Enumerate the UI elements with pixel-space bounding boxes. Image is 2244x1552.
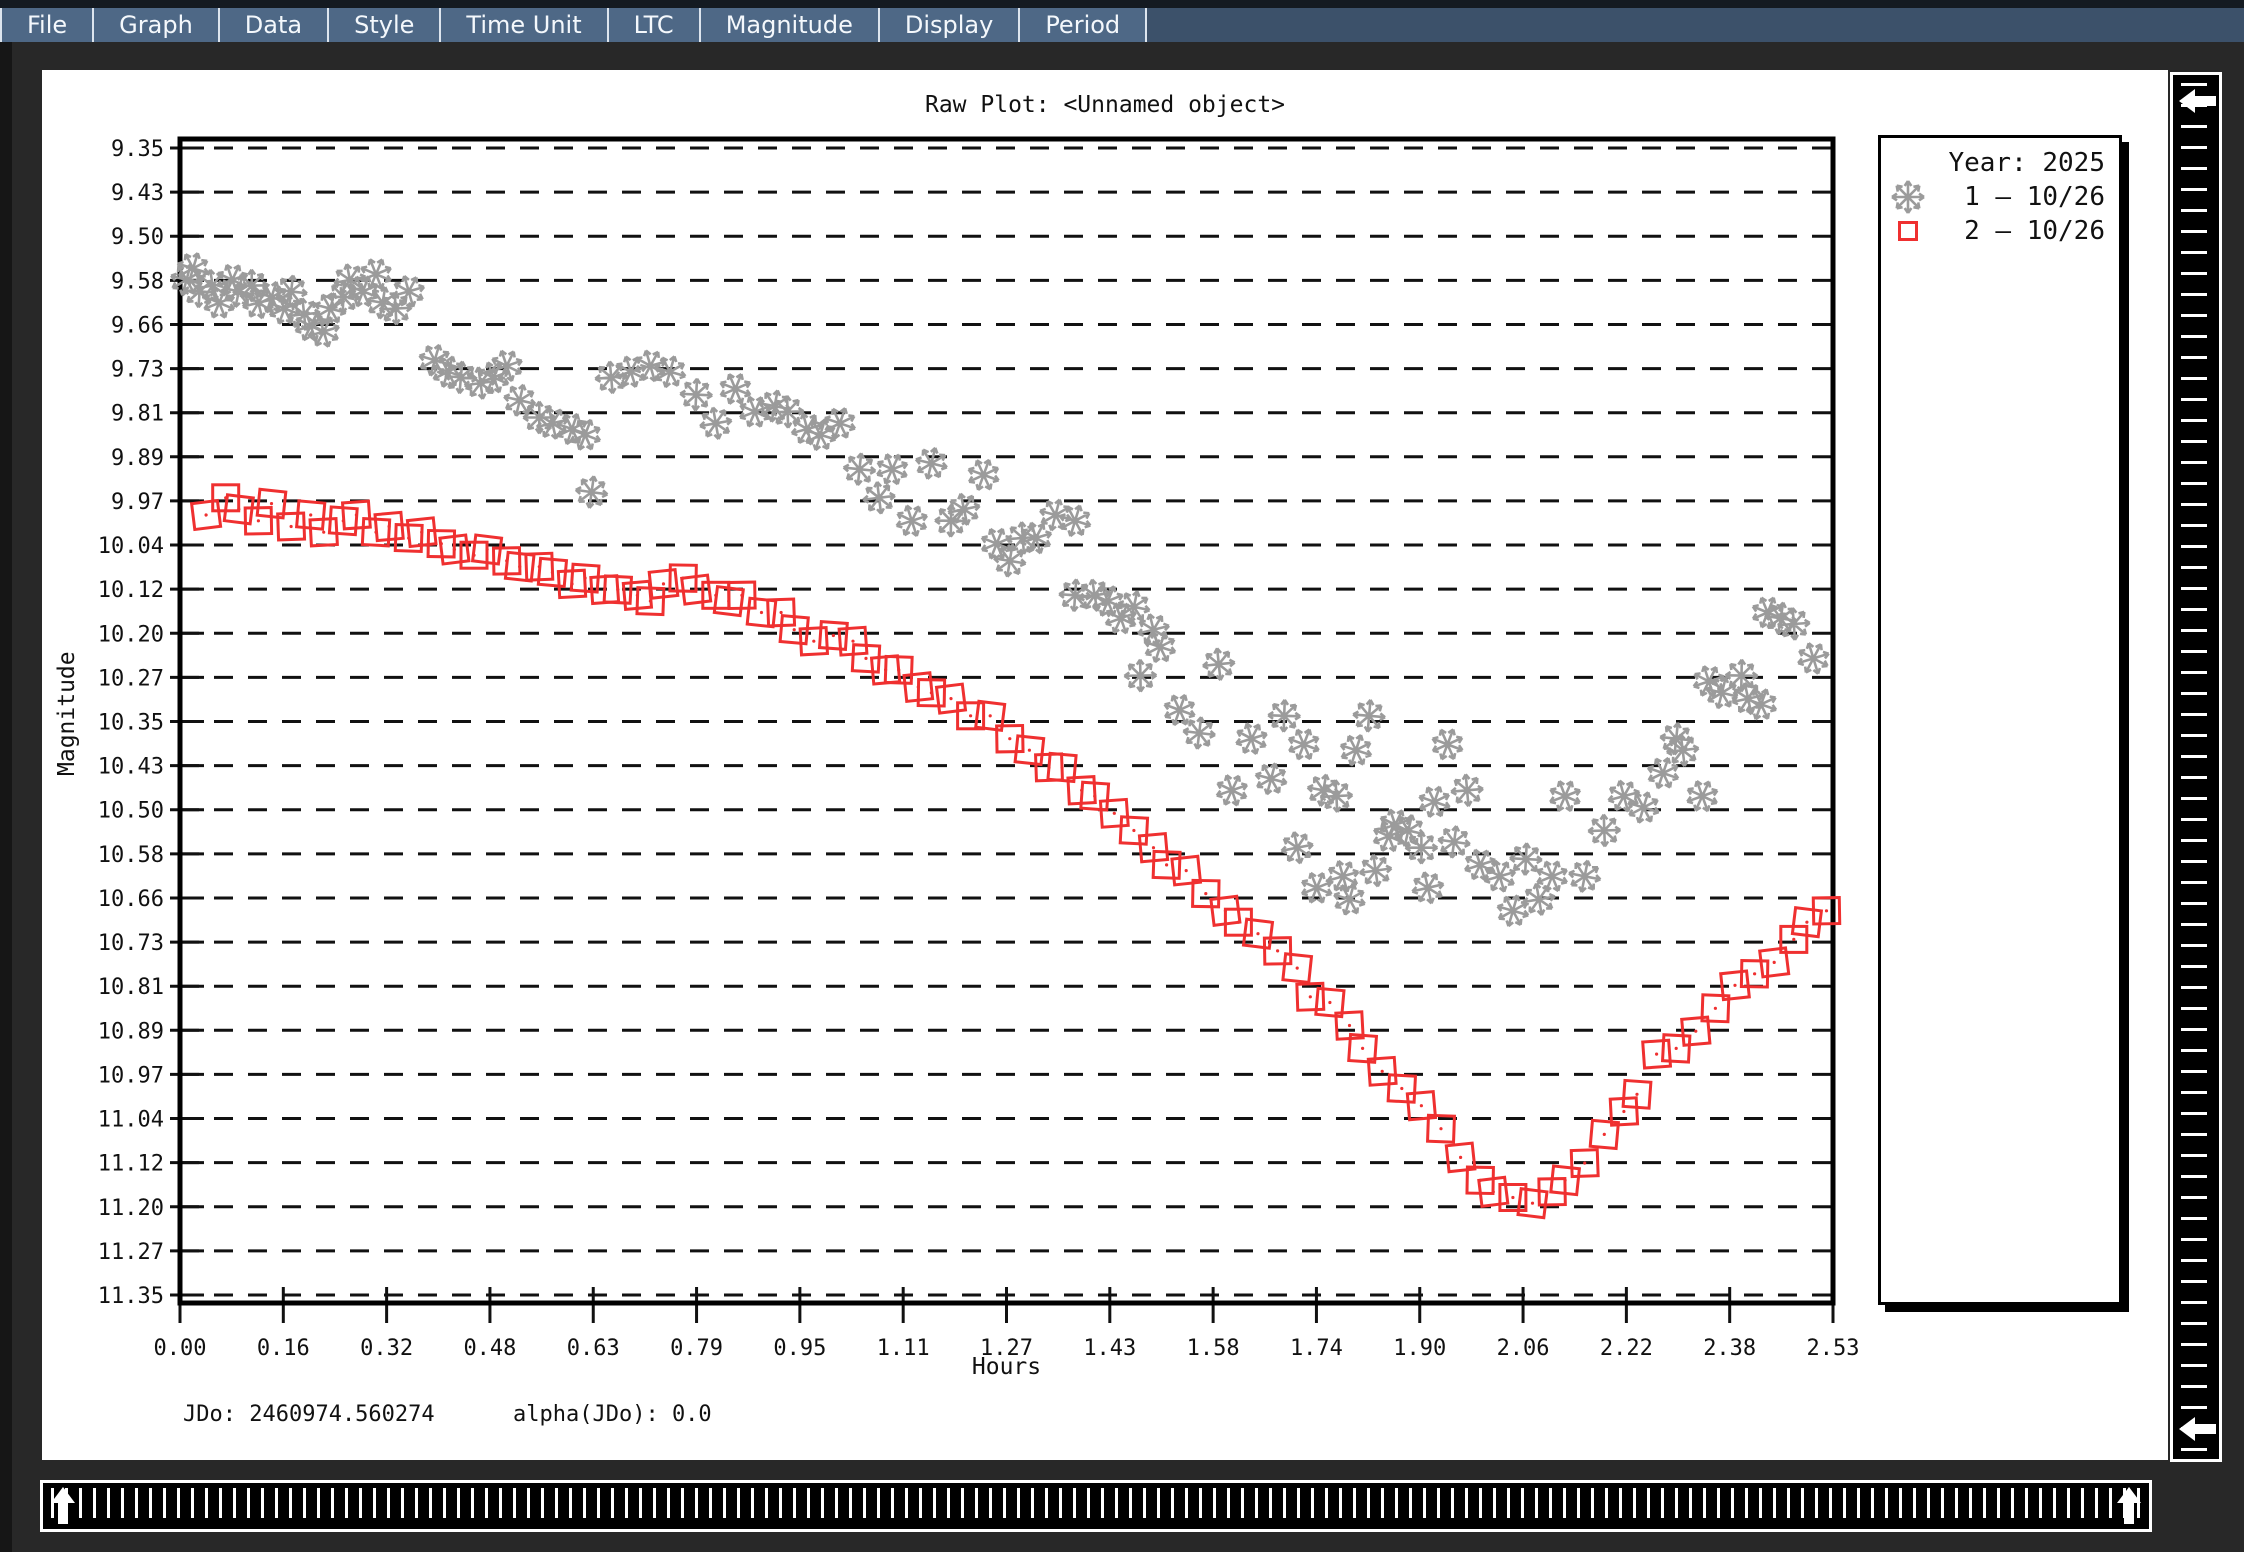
svg-text:9.58: 9.58 [111,269,164,294]
menu-item-time-unit[interactable]: Time Unit [441,8,609,42]
legend-title: Year: 2025 [1948,148,2105,178]
svg-text:9.43: 9.43 [111,181,164,206]
svg-text:9.66: 9.66 [111,313,164,338]
menu-item-ltc[interactable]: LTC [608,8,701,42]
menu-items-row: File Graph Data Style Time Unit LTC Magn… [0,8,2244,42]
svg-text:1.11: 1.11 [877,1336,930,1361]
svg-text:1.43: 1.43 [1083,1336,1136,1361]
menu-bar: File Graph Data Style Time Unit LTC Magn… [0,0,2244,42]
svg-text:11.27: 11.27 [98,1240,164,1265]
svg-text:11.12: 11.12 [98,1152,164,1177]
scroll-indicator-up-arrow-icon[interactable] [49,1486,77,1526]
svg-text:10.81: 10.81 [98,975,164,1000]
legend-entry-label: 1 — 10/26 [1964,182,2105,212]
svg-text:9.97: 9.97 [111,490,164,515]
svg-text:10.27: 10.27 [98,666,164,691]
x-axis-label: Hours [971,1354,1042,1380]
svg-text:1.90: 1.90 [1393,1336,1446,1361]
horizontal-scrollbar[interactable] [40,1480,2152,1532]
menu-item-graph[interactable]: Graph [94,8,220,42]
svg-text:10.12: 10.12 [98,578,164,603]
flake-marker-icon [1889,179,1927,215]
svg-text:10.43: 10.43 [98,755,164,780]
svg-text:0.16: 0.16 [257,1336,310,1361]
svg-text:0.79: 0.79 [670,1336,723,1361]
menu-item-style[interactable]: Style [329,8,442,42]
svg-text:0.95: 0.95 [773,1336,826,1361]
svg-text:10.04: 10.04 [98,534,164,559]
svg-text:0.00: 0.00 [154,1336,207,1361]
menu-bar-filler [1147,8,2244,42]
page-title: Raw Plot: <Unnamed object> [924,92,1286,118]
svg-text:2.06: 2.06 [1497,1336,1550,1361]
legend-box: Year: 2025 1 — 10/26 2 — 10/26 [1878,135,2122,1305]
svg-text:10.73: 10.73 [98,931,164,956]
svg-text:10.50: 10.50 [98,799,164,824]
menu-item-magnitude[interactable]: Magnitude [700,8,880,42]
legend-entry-label: 2 — 10/26 [1964,216,2105,246]
svg-text:0.63: 0.63 [567,1336,620,1361]
plot-panel: 9.35 9.43 9.50 9.58 9.66 9.73 9.81 9.89 9.97 10.0… [42,70,2168,1460]
legend-entry-session2: 2 — 10/26 [1889,214,2109,248]
svg-text:0.32: 0.32 [360,1336,413,1361]
menu-item-data[interactable]: Data [219,8,330,42]
background-sliver [0,42,12,1552]
svg-text:11.35: 11.35 [98,1284,164,1309]
vertical-scrollbar[interactable] [2170,72,2222,1462]
legend-entry-session1: 1 — 10/26 [1889,179,2109,215]
svg-text:10.58: 10.58 [98,843,164,868]
jdo-status: JDo: 2460974.560274 [183,1402,435,1427]
vertical-scrollbar-ticks [2181,83,2207,1451]
square-marker-icon [1889,221,1927,241]
horizontal-scrollbar-ticks [51,1488,2141,1518]
svg-text:10.97: 10.97 [98,1063,164,1088]
svg-text:11.20: 11.20 [98,1196,164,1221]
svg-text:10.89: 10.89 [98,1019,164,1044]
scroll-indicator-up-arrow-icon[interactable] [2115,1486,2143,1526]
svg-text:0.48: 0.48 [463,1336,516,1361]
svg-text:1.58: 1.58 [1187,1336,1240,1361]
svg-text:9.89: 9.89 [111,446,164,471]
svg-text:1.74: 1.74 [1290,1336,1343,1361]
svg-text:9.50: 9.50 [111,225,164,250]
light-curve-chart[interactable]: 9.35 9.43 9.50 9.58 9.66 9.73 9.81 9.89 9.97 10.0… [42,70,2168,1460]
svg-text:2.38: 2.38 [1703,1336,1756,1361]
svg-text:9.81: 9.81 [111,402,164,427]
alpha-status: alpha(JDo): 0.0 [513,1402,712,1427]
menu-item-file[interactable]: File [0,8,95,42]
svg-text:9.73: 9.73 [111,358,164,383]
svg-text:11.04: 11.04 [98,1108,164,1133]
svg-text:2.22: 2.22 [1600,1336,1653,1361]
svg-text:1.27: 1.27 [980,1336,1033,1361]
scroll-indicator-left-arrow-icon[interactable] [2178,87,2218,115]
svg-text:10.66: 10.66 [98,887,164,912]
y-axis-label: Magnitude [54,651,80,776]
svg-text:2.53: 2.53 [1807,1336,1860,1361]
svg-text:10.20: 10.20 [98,622,164,647]
svg-text:10.35: 10.35 [98,711,164,736]
scroll-indicator-left-arrow-icon[interactable] [2178,1415,2218,1443]
menu-item-period[interactable]: Period [1020,8,1148,42]
svg-text:9.35: 9.35 [111,137,164,162]
menu-item-display[interactable]: Display [879,8,1021,42]
